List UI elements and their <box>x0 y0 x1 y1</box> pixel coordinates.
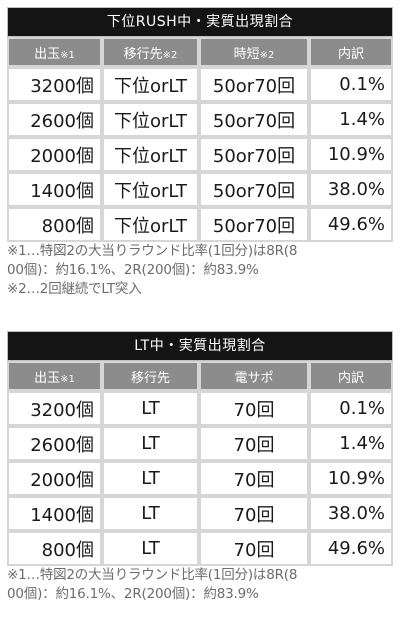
percentage-cell: 0.1% <box>309 67 393 102</box>
jitan-cell: 50or70回 <box>199 67 309 102</box>
lt-footnotes: ※1…特図2の大当りラウンド比率(1回分)は8R(8 00個)：約16.1%、2… <box>7 566 393 604</box>
header-breakdown: 内訳 <box>309 37 393 67</box>
rush-table-title: 下位RUSH中・実質出現割合 <box>7 7 393 37</box>
rush-table: 出玉※1 移行先※2 時短※2 内訳 3200個 下位orLT 50or70回 … <box>7 37 393 242</box>
header-destination: 移行先 <box>102 361 199 391</box>
footnote-line: 00個)：約16.1%、2R(200個)：約83.9% <box>7 586 259 602</box>
table-row: 3200個 下位orLT 50or70回 0.1% <box>7 67 393 102</box>
percentage-cell: 0.1% <box>309 391 393 426</box>
table-row: 2000個 LT 70回 10.9% <box>7 461 393 496</box>
table-row: 1400個 LT 70回 38.0% <box>7 496 393 531</box>
table-row: 800個 下位orLT 50or70回 49.6% <box>7 207 393 242</box>
payout-cell: 2000個 <box>7 137 102 172</box>
percentage-cell: 49.6% <box>309 207 393 242</box>
table-row: 2600個 LT 70回 1.4% <box>7 426 393 461</box>
payout-cell: 2600個 <box>7 426 102 461</box>
densapo-cell: 70回 <box>199 496 309 531</box>
densapo-cell: 70回 <box>199 426 309 461</box>
payout-cell: 3200個 <box>7 67 102 102</box>
percentage-cell: 38.0% <box>309 172 393 207</box>
footnote-line: ※1…特図2の大当りラウンド比率(1回分)は8R(8 <box>7 243 298 259</box>
rush-table-header-row: 出玉※1 移行先※2 時短※2 内訳 <box>7 37 393 67</box>
header-destination: 移行先※2 <box>102 37 199 67</box>
destination-cell: 下位orLT <box>102 172 199 207</box>
header-densapo: 電サポ <box>199 361 309 391</box>
jitan-cell: 50or70回 <box>199 102 309 137</box>
header-jitan: 時短※2 <box>199 37 309 67</box>
lt-table: 出玉※1 移行先 電サポ 内訳 3200個 LT 70回 0.1% 2600個 … <box>7 361 393 566</box>
destination-cell: 下位orLT <box>102 102 199 137</box>
destination-cell: 下位orLT <box>102 207 199 242</box>
footnote-line: ※2…2回継続でLT突入 <box>7 281 142 297</box>
destination-cell: LT <box>102 391 199 426</box>
jitan-cell: 50or70回 <box>199 207 309 242</box>
percentage-cell: 38.0% <box>309 496 393 531</box>
table-row: 2600個 下位orLT 50or70回 1.4% <box>7 102 393 137</box>
payout-cell: 800個 <box>7 531 102 566</box>
destination-cell: LT <box>102 426 199 461</box>
payout-cell: 3200個 <box>7 391 102 426</box>
destination-cell: LT <box>102 496 199 531</box>
header-payout: 出玉※1 <box>7 37 102 67</box>
table-row: 800個 LT 70回 49.6% <box>7 531 393 566</box>
lt-table-section: LT中・実質出現割合 出玉※1 移行先 電サポ 内訳 3200個 LT 70回 … <box>7 331 393 604</box>
percentage-cell: 10.9% <box>309 137 393 172</box>
payout-cell: 800個 <box>7 207 102 242</box>
table-row: 3200個 LT 70回 0.1% <box>7 391 393 426</box>
densapo-cell: 70回 <box>199 531 309 566</box>
footnote-line: ※1…特図2の大当りラウンド比率(1回分)は8R(8 <box>7 567 298 583</box>
lt-table-header-row: 出玉※1 移行先 電サポ 内訳 <box>7 361 393 391</box>
percentage-cell: 1.4% <box>309 426 393 461</box>
footnote-line: 00個)：約16.1%、2R(200個)：約83.9% <box>7 262 259 278</box>
lt-table-title: LT中・実質出現割合 <box>7 331 393 361</box>
rush-footnotes: ※1…特図2の大当りラウンド比率(1回分)は8R(8 00個)：約16.1%、2… <box>7 242 393 299</box>
header-breakdown: 内訳 <box>309 361 393 391</box>
destination-cell: LT <box>102 531 199 566</box>
percentage-cell: 10.9% <box>309 461 393 496</box>
destination-cell: 下位orLT <box>102 67 199 102</box>
payout-cell: 1400個 <box>7 172 102 207</box>
densapo-cell: 70回 <box>199 461 309 496</box>
header-payout: 出玉※1 <box>7 361 102 391</box>
densapo-cell: 70回 <box>199 391 309 426</box>
destination-cell: 下位orLT <box>102 137 199 172</box>
jitan-cell: 50or70回 <box>199 137 309 172</box>
table-row: 1400個 下位orLT 50or70回 38.0% <box>7 172 393 207</box>
rush-table-section: 下位RUSH中・実質出現割合 出玉※1 移行先※2 時短※2 内訳 3200個 … <box>7 7 393 299</box>
payout-cell: 1400個 <box>7 496 102 531</box>
jitan-cell: 50or70回 <box>199 172 309 207</box>
payout-cell: 2000個 <box>7 461 102 496</box>
payout-cell: 2600個 <box>7 102 102 137</box>
table-row: 2000個 下位orLT 50or70回 10.9% <box>7 137 393 172</box>
percentage-cell: 49.6% <box>309 531 393 566</box>
destination-cell: LT <box>102 461 199 496</box>
percentage-cell: 1.4% <box>309 102 393 137</box>
